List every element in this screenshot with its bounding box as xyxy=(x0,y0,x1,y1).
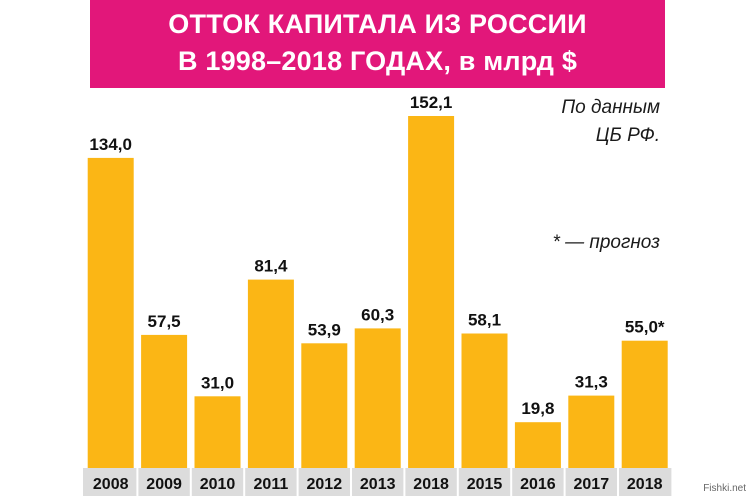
bar-value-label-1: 57,5 xyxy=(148,312,181,331)
bar-8 xyxy=(514,422,561,468)
bar-9 xyxy=(568,395,615,468)
bar-value-label-3: 81,4 xyxy=(254,257,288,276)
x-tick-label-7: 2015 xyxy=(467,476,503,493)
chart-title-line-1: ОТТОК КАПИТАЛА ИЗ РОССИИ xyxy=(168,9,587,39)
x-tick-label-6: 2018 xyxy=(413,476,449,493)
bar-value-label-7: 58,1 xyxy=(468,311,501,330)
bar-value-label-5: 60,3 xyxy=(361,305,394,324)
bar-7 xyxy=(461,333,508,468)
bar-value-label-4: 53,9 xyxy=(308,320,341,339)
x-tick-label-4: 2012 xyxy=(307,476,343,493)
category-axis xyxy=(83,468,672,496)
chart-title-line-2: В 1998–2018 ГОДАХ, в млрд $ xyxy=(177,46,578,76)
forecast-note: * — прогноз xyxy=(552,232,660,253)
bar-6 xyxy=(408,116,455,468)
x-tick-label-9: 2017 xyxy=(574,476,610,493)
x-tick-label-2: 2010 xyxy=(200,476,236,493)
x-tick-label-3: 2011 xyxy=(254,476,289,493)
bar-2 xyxy=(194,396,241,468)
bar-3 xyxy=(247,279,294,468)
bar-5 xyxy=(354,328,401,468)
source-note: По данным ЦБ РФ. xyxy=(540,94,660,150)
bar-value-label-0: 134,0 xyxy=(89,135,132,154)
x-tick-label-8: 2016 xyxy=(520,476,556,493)
bar-value-label-6: 152,1 xyxy=(410,93,453,112)
bar-10 xyxy=(621,340,668,468)
x-tick-label-1: 2009 xyxy=(146,476,182,493)
source-note-line-1: По данным xyxy=(561,97,660,118)
watermark: Fishki.net xyxy=(703,483,746,494)
bar-4 xyxy=(301,343,348,468)
source-note-line-2: ЦБ РФ. xyxy=(595,125,660,146)
bar-value-label-10: 55,0* xyxy=(625,318,665,337)
x-tick-label-5: 2013 xyxy=(360,476,396,493)
chart-title: ОТТОК КАПИТАЛА ИЗ РОССИИ В 1998–2018 ГОД… xyxy=(90,0,665,88)
bar-0 xyxy=(87,157,134,468)
bar-value-label-8: 19,8 xyxy=(521,399,554,418)
bar-value-label-9: 31,3 xyxy=(575,373,608,392)
x-tick-label-10: 2018 xyxy=(627,476,663,493)
bar-value-label-2: 31,0 xyxy=(201,373,234,392)
x-tick-label-0: 2008 xyxy=(93,476,129,493)
bar-1 xyxy=(141,334,188,468)
